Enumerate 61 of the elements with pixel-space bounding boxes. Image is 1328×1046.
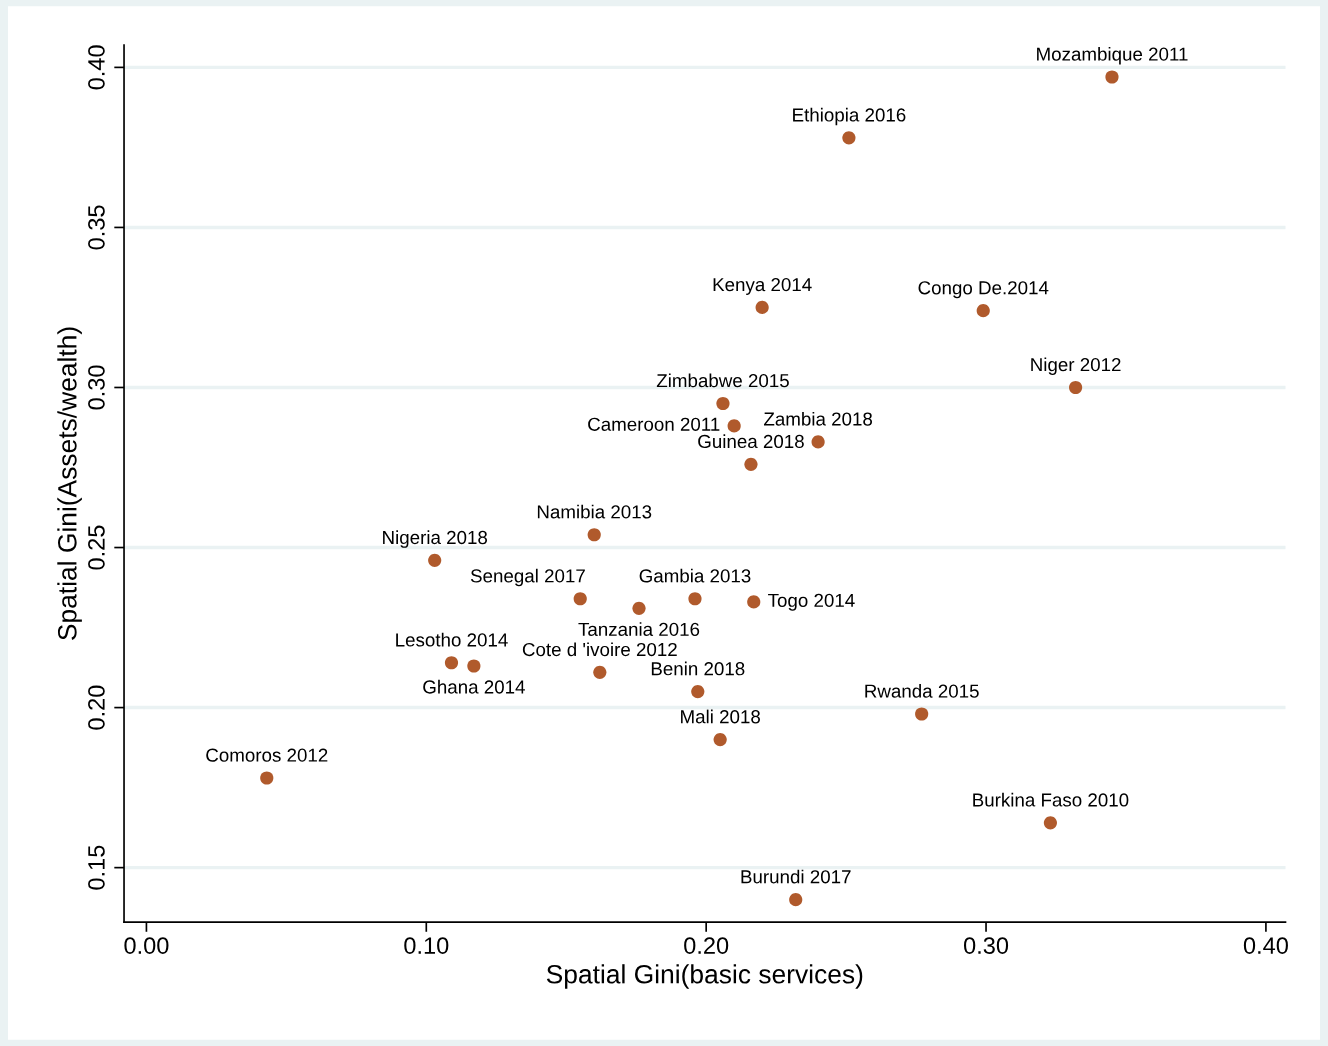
y-tick-label: 0.30 (88, 365, 105, 410)
annotation: Tanzania 2016 (578, 622, 700, 637)
point (811, 435, 825, 449)
annotation: Ethiopia 2016 (793, 107, 906, 126)
point (444, 656, 459, 670)
annotation: Guinea 2018 (698, 434, 804, 449)
annotation: Congo De.2014 (918, 281, 1049, 299)
annotation: Ghana 2014 (423, 679, 525, 694)
point (691, 684, 705, 699)
point (789, 893, 803, 907)
y-tick-label: 0.20 (88, 685, 105, 730)
x-tick-label: 0.00 (124, 937, 169, 954)
annotation: Zimbabwe 2015 (656, 373, 789, 388)
point (915, 707, 929, 721)
point (688, 592, 702, 606)
point (467, 659, 481, 673)
annotation: Cameroon 2011 (588, 417, 720, 431)
y-tick-label: 0.25 (88, 525, 105, 570)
point (632, 601, 646, 615)
point (755, 300, 769, 315)
point (1105, 70, 1119, 84)
y-tick-label: 0.15 (88, 845, 105, 890)
y-tick-label: 0.40 (88, 45, 105, 90)
point (976, 304, 990, 318)
annotation: Gambia 2013 (639, 568, 751, 583)
annotation: Mozambique 2011 (1037, 47, 1188, 65)
annotation: Benin 2018 (651, 661, 745, 676)
annotation: Lesotho 2014 (396, 632, 508, 647)
annotation: Kenya 2014 (713, 277, 812, 295)
annotation: Burkina Faso 2010 (973, 792, 1129, 807)
point (713, 733, 727, 747)
point (593, 665, 607, 679)
x-axis-title: Spatial Gini(basic services) (546, 964, 863, 989)
annotation: Mali 2018 (681, 709, 760, 724)
point (1069, 380, 1083, 395)
annotation: Togo 2014 (768, 593, 855, 611)
annotation: Senegal 2017 (470, 568, 585, 587)
x-tick-label: 0.40 (1243, 937, 1288, 954)
annotation: Nigeria 2018 (383, 530, 488, 548)
annotation: Comoros 2012 (206, 748, 328, 762)
point (260, 771, 274, 785)
y-axis-title: Spatial Gini(Assets/wealth) (57, 327, 82, 640)
point (727, 419, 741, 433)
y-tick-label: 0.35 (88, 205, 105, 250)
annotation: Zambia 2018 (764, 411, 873, 426)
annotation: Cote d 'ivoire 2012 (522, 642, 677, 657)
x-tick-label: 0.30 (963, 937, 1009, 954)
point (716, 396, 730, 411)
annotation: Niger 2012 (1031, 357, 1121, 375)
annotation: Namibia 2013 (537, 504, 652, 519)
point (1043, 816, 1057, 830)
annotation: Rwanda 2015 (865, 684, 979, 698)
point (842, 131, 856, 145)
point (587, 528, 601, 542)
annotation: Burundi 2017 (741, 869, 851, 884)
point (744, 457, 758, 471)
x-tick-label: 0.20 (684, 937, 729, 954)
point (573, 592, 587, 606)
point (747, 595, 761, 609)
point (428, 553, 442, 567)
x-tick-label: 0.10 (404, 937, 449, 954)
